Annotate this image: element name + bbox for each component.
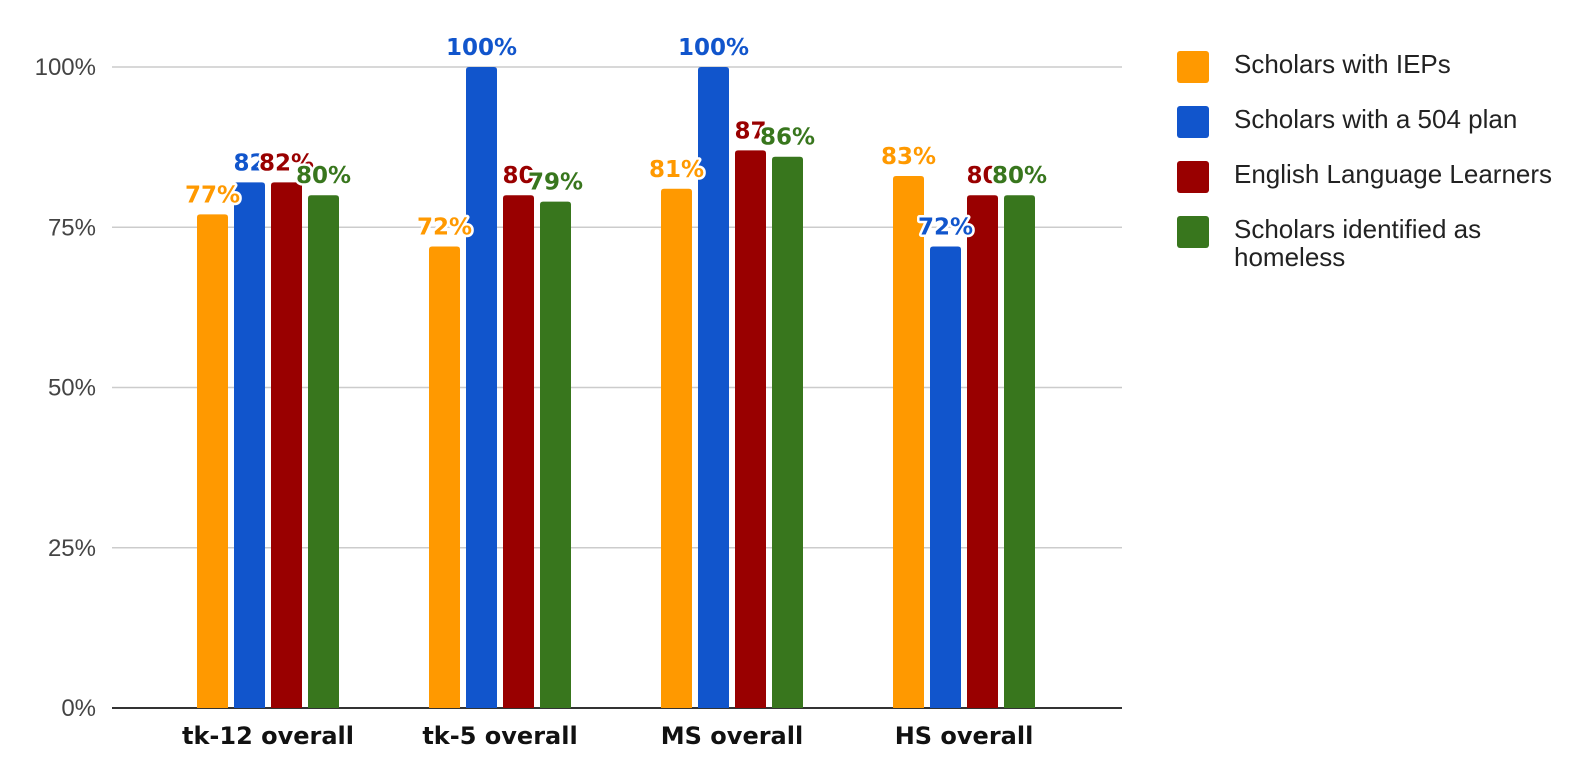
bar [1004,195,1035,708]
y-tick-label: 25% [48,535,96,562]
legend: Scholars with IEPs Scholars with a 504 pl… [1177,50,1577,293]
data-label: 86% [760,125,815,151]
data-label: 87 [734,118,766,144]
data-label: 80% [296,163,351,189]
legend-swatch [1177,216,1209,248]
x-category-label: HS overall [895,722,1034,750]
bar [661,188,692,709]
y-axis: 0% 25% 50% 75% 100% [35,54,96,722]
data-label: 72% [918,214,973,240]
data-label: 82% [259,150,314,176]
bar [503,195,534,708]
data-label: 83% [881,144,936,170]
y-tick-label: 100% [35,54,96,81]
data-label: 100% [678,35,749,61]
bar [930,246,961,709]
bar [893,175,924,709]
legend-item: English Language Learners [1177,160,1577,193]
y-tick-label: 50% [48,375,96,402]
x-category-label: tk-12 overall [182,722,354,750]
data-label: 81% [649,157,704,183]
data-label: 77% [185,182,240,208]
data-label: 80 [502,163,534,189]
legend-item: Scholars identified as homeless [1177,215,1577,271]
legend-label: Scholars with a 504 plan [1234,104,1518,134]
bar [271,182,302,708]
x-axis: tk-12 overall tk-5 overall MS overall HS ov… [182,722,1033,750]
data-label: 80% [992,163,1047,189]
data-label: 79% [528,170,583,196]
bar [735,150,766,708]
data-label: 80 [966,163,998,189]
bar [540,201,571,709]
legend-label: Scholars with IEPs [1234,49,1451,79]
y-tick-label: 0% [61,695,96,722]
legend-label: English Language Learners [1234,159,1553,189]
legend-item: Scholars with a 504 plan [1177,105,1577,138]
data-label: 72% [417,214,472,240]
legend-swatch [1177,161,1209,193]
bar [308,195,339,708]
bar [234,182,265,708]
y-tick-label: 75% [48,214,96,241]
bars [197,67,1035,709]
legend-swatch [1177,106,1209,138]
bar [698,67,729,708]
bar [967,195,998,708]
data-label: 100% [446,35,517,61]
bar [429,246,460,709]
bar [466,67,497,708]
x-category-label: MS overall [661,722,803,750]
legend-item: Scholars with IEPs [1177,50,1577,83]
bar [197,214,228,708]
x-category-label: tk-5 overall [422,722,577,750]
bar [772,156,803,709]
data-label: 82 [233,150,265,176]
legend-swatch [1177,51,1209,83]
legend-label: Scholars identified as homeless [1234,214,1482,272]
